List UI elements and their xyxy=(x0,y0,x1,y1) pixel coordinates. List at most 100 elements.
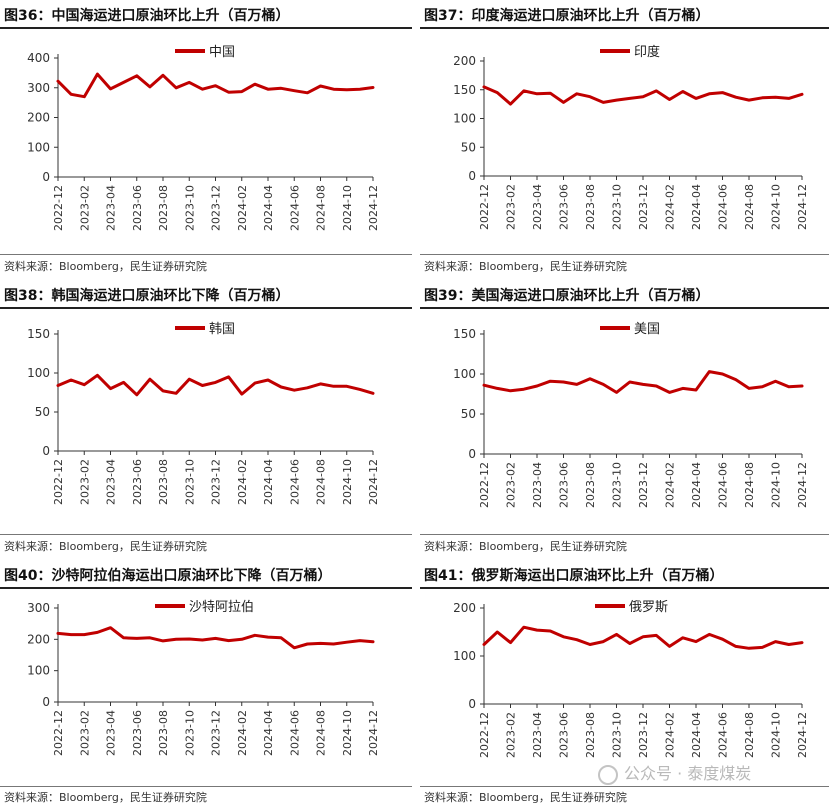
x-tick-label: 2023-10 xyxy=(611,712,624,758)
x-tick-label: 2023-04 xyxy=(105,710,118,756)
x-tick-label: 2024-02 xyxy=(236,459,249,505)
x-tick-label: 2024-06 xyxy=(717,462,730,508)
x-tick-label: 2024-10 xyxy=(770,712,783,758)
x-tick-label: 2024-12 xyxy=(796,462,809,508)
y-tick-label: 0 xyxy=(468,697,476,711)
source-note: 资料来源：Bloomberg，民生证券研究院 xyxy=(424,538,627,554)
series-line xyxy=(484,372,802,393)
y-tick-label: 50 xyxy=(35,405,50,419)
x-tick-label: 2023-08 xyxy=(157,185,170,231)
x-tick-label: 2023-10 xyxy=(183,710,196,756)
x-tick-label: 2022-12 xyxy=(52,710,65,756)
y-tick-label: 100 xyxy=(453,367,476,381)
x-tick-label: 2023-06 xyxy=(558,462,571,508)
y-tick-label: 200 xyxy=(453,54,476,68)
x-tick-label: 2023-02 xyxy=(78,185,91,231)
x-tick-label: 2024-06 xyxy=(717,184,730,230)
y-tick-label: 0 xyxy=(468,447,476,461)
legend-label: 沙特阿拉伯 xyxy=(189,600,254,615)
x-tick-label: 2024-06 xyxy=(288,459,301,505)
x-tick-label: 2023-04 xyxy=(531,462,544,508)
x-tick-label: 2023-04 xyxy=(105,459,118,505)
y-tick-label: 50 xyxy=(461,407,476,421)
series-line xyxy=(484,87,802,104)
source-divider xyxy=(420,254,829,255)
wechat-logo-icon xyxy=(598,765,618,785)
x-tick-label: 2023-08 xyxy=(584,462,597,508)
source-note: 资料来源：Bloomberg，民生证券研究院 xyxy=(424,789,627,805)
y-tick-label: 300 xyxy=(27,81,50,95)
x-tick-label: 2023-10 xyxy=(183,185,196,231)
x-tick-label: 2022-12 xyxy=(52,459,65,505)
y-tick-label: 100 xyxy=(27,366,50,380)
source-divider xyxy=(0,786,412,787)
x-tick-label: 2023-06 xyxy=(558,184,571,230)
series-line xyxy=(58,375,373,395)
source-note: 资料来源：Bloomberg，民生证券研究院 xyxy=(4,538,207,554)
x-tick-label: 2024-12 xyxy=(796,712,809,758)
x-tick-label: 2023-12 xyxy=(637,462,650,508)
y-tick-label: 300 xyxy=(27,601,50,615)
x-tick-label: 2024-06 xyxy=(288,710,301,756)
y-tick-label: 0 xyxy=(42,695,50,709)
x-tick-label: 2023-10 xyxy=(611,184,624,230)
x-tick-label: 2023-08 xyxy=(584,184,597,230)
x-tick-label: 2024-12 xyxy=(796,184,809,230)
x-tick-label: 2023-04 xyxy=(531,184,544,230)
source-note: 资料来源：Bloomberg，民生证券研究院 xyxy=(424,258,627,274)
x-tick-label: 2024-12 xyxy=(367,710,380,756)
source-note: 资料来源：Bloomberg，民生证券研究院 xyxy=(4,789,207,805)
x-tick-label: 2024-04 xyxy=(262,459,275,505)
x-tick-label: 2024-12 xyxy=(367,459,380,505)
y-tick-label: 100 xyxy=(453,112,476,126)
x-tick-label: 2023-12 xyxy=(637,184,650,230)
watermark: 公众号 · 泰度煤炭 xyxy=(598,760,751,785)
legend-label: 韩国 xyxy=(209,322,235,337)
source-divider xyxy=(420,534,829,535)
y-tick-label: 150 xyxy=(453,327,476,341)
x-tick-label: 2022-12 xyxy=(52,185,65,231)
x-tick-label: 2024-04 xyxy=(690,712,703,758)
x-tick-label: 2023-02 xyxy=(505,712,518,758)
x-tick-label: 2024-04 xyxy=(690,184,703,230)
series-line xyxy=(58,74,373,97)
x-tick-label: 2023-12 xyxy=(210,459,223,505)
y-tick-label: 100 xyxy=(27,140,50,154)
legend-label: 俄罗斯 xyxy=(629,600,668,615)
x-tick-label: 2022-12 xyxy=(478,712,491,758)
source-divider xyxy=(0,534,412,535)
y-tick-label: 200 xyxy=(453,601,476,615)
x-tick-label: 2023-06 xyxy=(131,710,144,756)
y-tick-label: 100 xyxy=(453,649,476,663)
x-tick-label: 2023-10 xyxy=(183,459,196,505)
y-tick-label: 150 xyxy=(27,327,50,341)
x-tick-label: 2024-12 xyxy=(367,185,380,231)
y-tick-label: 200 xyxy=(27,111,50,125)
x-tick-label: 2023-04 xyxy=(105,185,118,231)
source-divider xyxy=(420,786,829,787)
y-tick-label: 50 xyxy=(461,140,476,154)
x-tick-label: 2024-10 xyxy=(341,185,354,231)
x-tick-label: 2023-06 xyxy=(558,712,571,758)
x-tick-label: 2023-04 xyxy=(531,712,544,758)
x-tick-label: 2024-10 xyxy=(770,184,783,230)
x-tick-label: 2024-02 xyxy=(236,185,249,231)
x-tick-label: 2024-02 xyxy=(236,710,249,756)
x-tick-label: 2023-02 xyxy=(505,184,518,230)
x-tick-label: 2024-08 xyxy=(315,710,328,756)
source-divider xyxy=(0,254,412,255)
x-tick-label: 2024-08 xyxy=(743,462,756,508)
y-tick-label: 200 xyxy=(27,632,50,646)
legend-label: 美国 xyxy=(634,322,660,337)
x-tick-label: 2024-06 xyxy=(288,185,301,231)
x-tick-label: 2023-02 xyxy=(78,710,91,756)
x-tick-label: 2024-04 xyxy=(262,185,275,231)
x-tick-label: 2024-08 xyxy=(743,712,756,758)
